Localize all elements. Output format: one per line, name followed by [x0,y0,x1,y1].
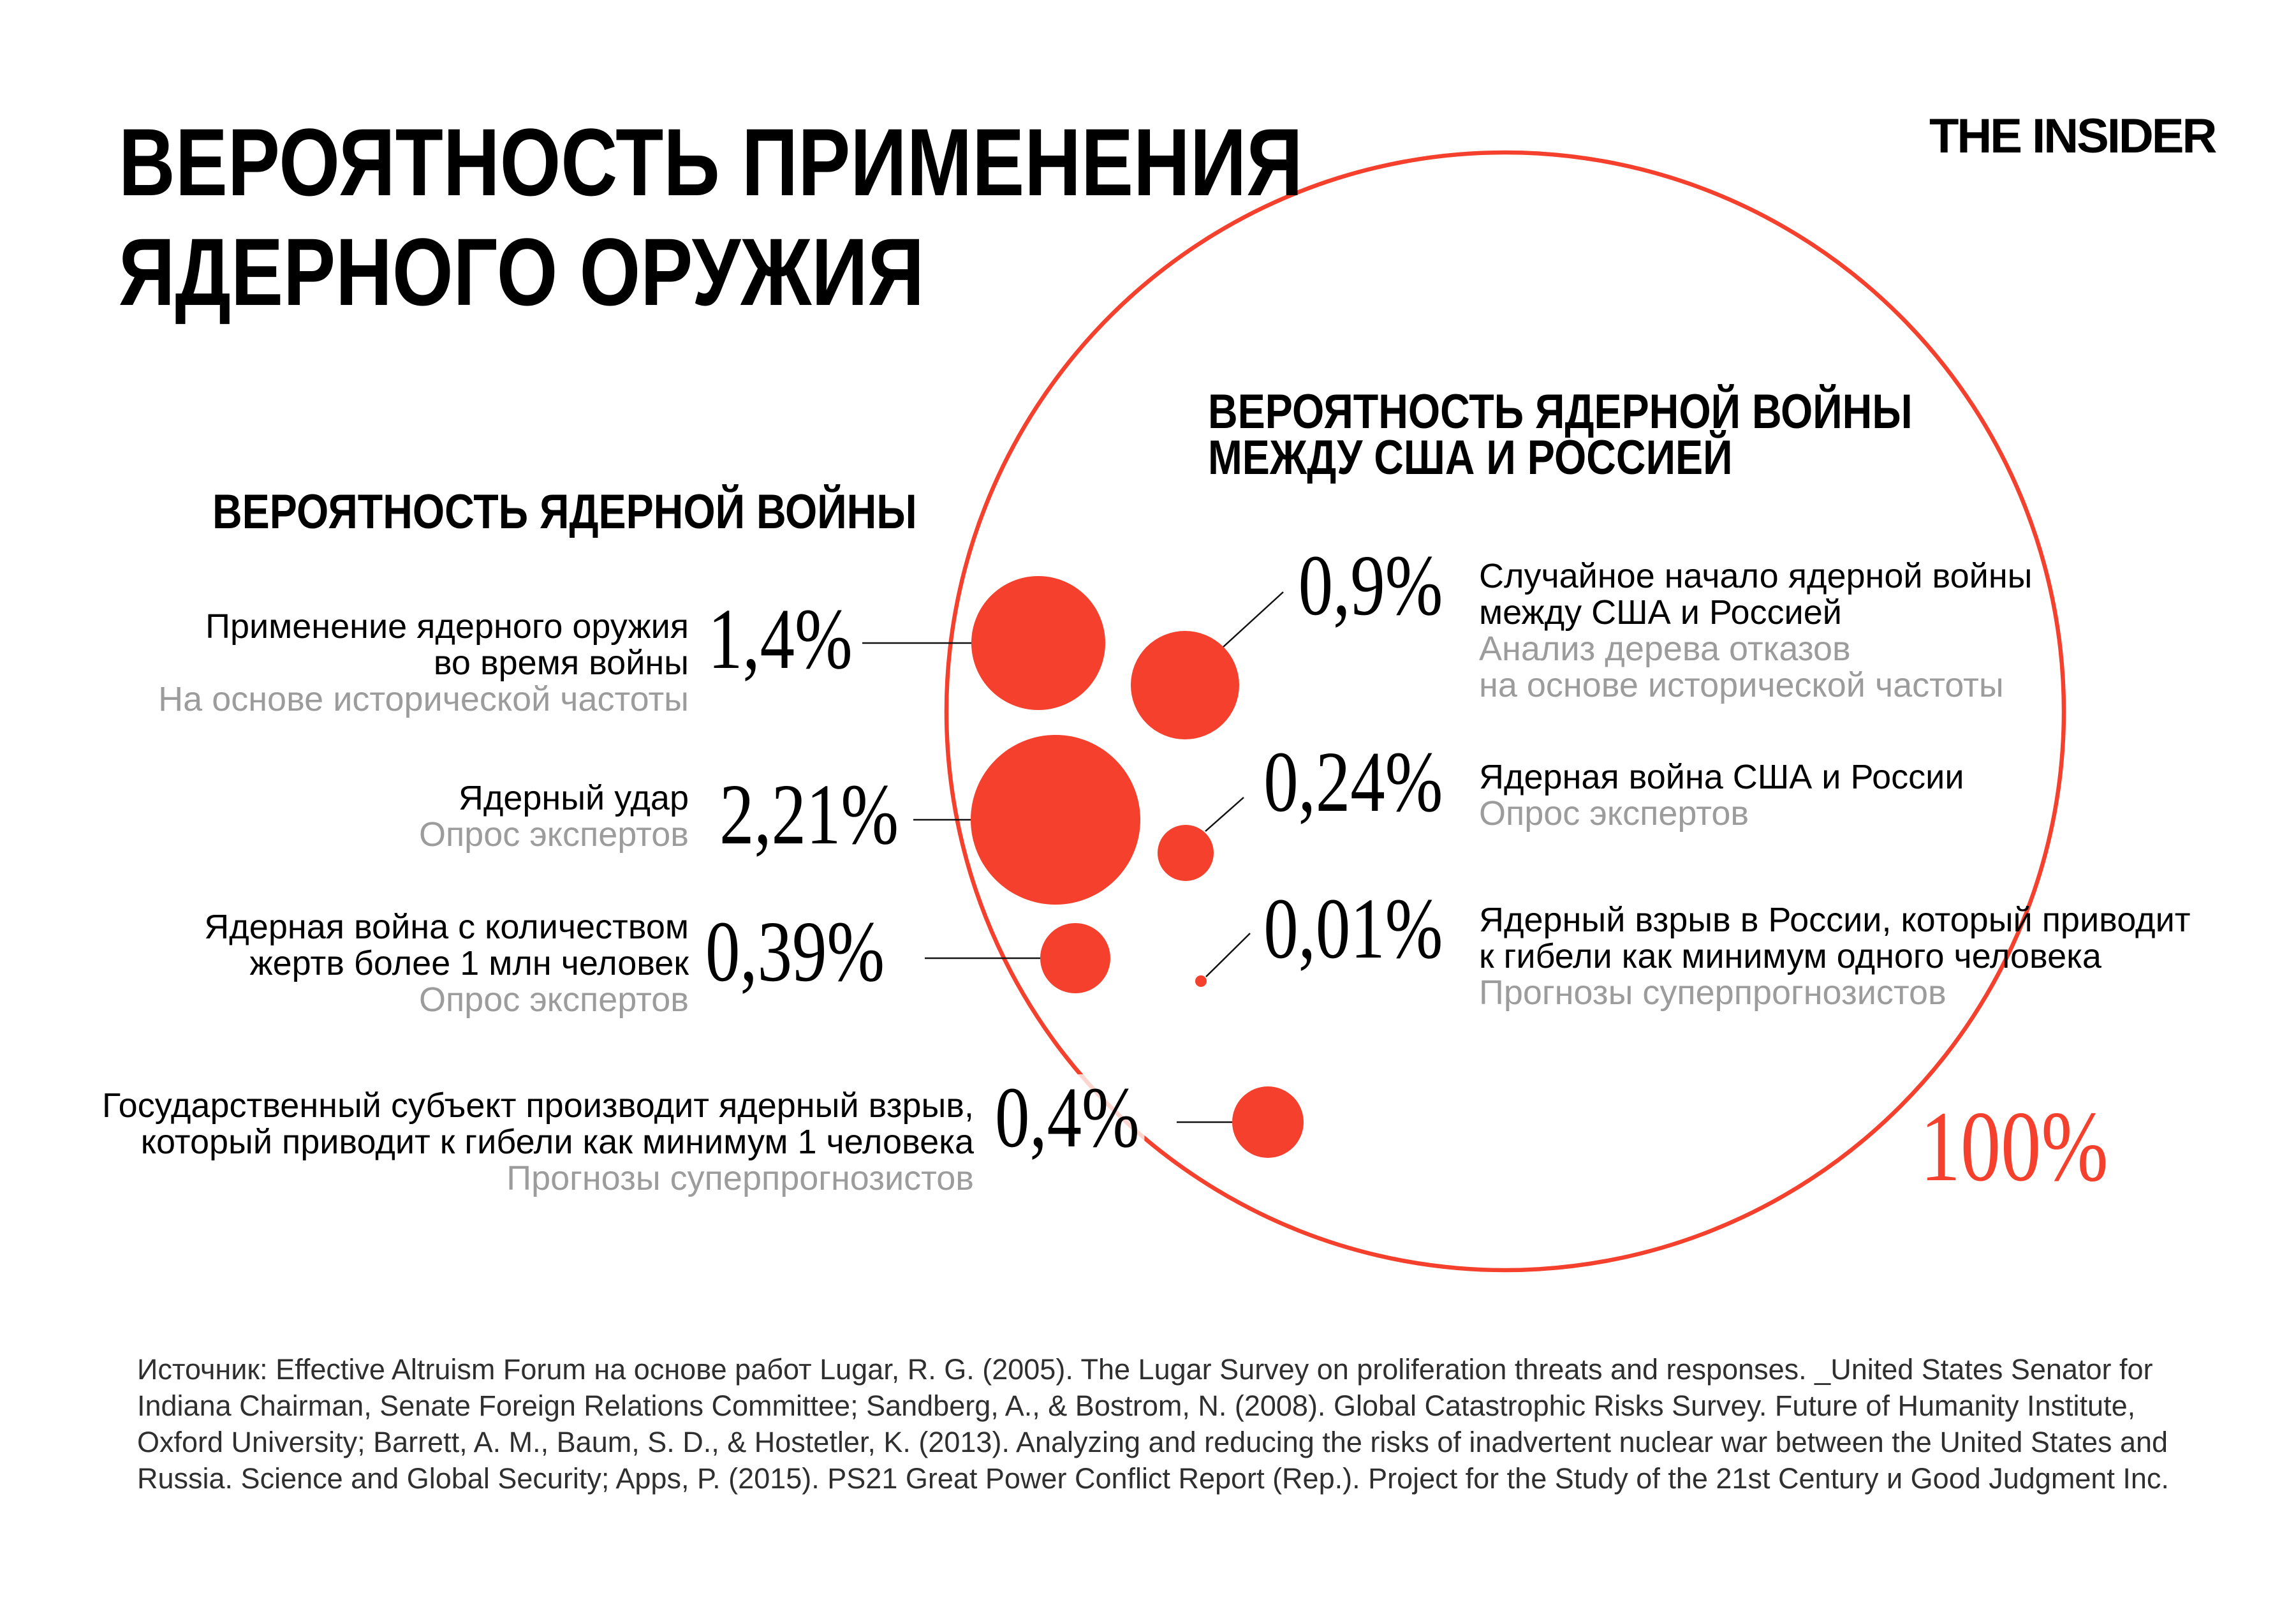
bubble-0-24pct [1158,825,1214,881]
right-item-1-label: Случайное начало ядерной войны между США… [1479,558,2181,704]
left-item-4-method: Прогнозы суперпрогнозистов [506,1159,974,1197]
left-item-1-label: Применение ядерного оружия во время войн… [115,609,689,718]
left-item-2-value: 2,21% [719,767,899,863]
right-item-3-line2: к гибели как минимум одного человека [1479,937,2101,975]
right-section-header-line2: МЕЖДУ США И РОССИЕЙ [1208,431,1733,485]
leader-line-0-9pct [1223,591,1284,648]
left-item-1-line1: Применение ядерного оружия [205,607,689,646]
left-item-4-line1: Государственный субъект производит ядерн… [102,1086,974,1125]
right-item-2-method: Опрос экспертов [1479,794,1749,833]
right-section-header-line1: ВЕРОЯТНОСТЬ ЯДЕРНОЙ ВОЙНЫ [1208,385,1913,439]
leader-line-0-24pct [1205,797,1244,832]
bubble-0-4pct [1232,1086,1304,1158]
page-title-line1: ВЕРОЯТНОСТЬ ПРИМЕНЕНИЯ [119,108,1303,216]
left-item-4-value: 0,4% [990,1074,1145,1161]
left-item-3-line2: жертв более 1 млн человек [249,944,689,982]
right-item-2-label: Ядерная война США и России Опрос эксперт… [1479,759,2181,832]
total-100pct-label: 100% [1920,1091,2108,1203]
left-item-1-value: 1,4% [708,591,853,687]
left-item-4-line2: который приводит к гибели как минимум 1 … [140,1123,974,1161]
bubble-2-21pct [971,735,1140,905]
right-item-1-method1: Анализ дерева отказов [1479,630,1851,668]
right-item-3-method: Прогнозы суперпрогнозистов [1479,974,1946,1012]
left-item-1-line2: во время войны [433,644,689,682]
left-item-2-method: Опрос экспертов [418,815,689,854]
left-item-3-method: Опрос экспертов [418,981,689,1019]
left-item-3-line1: Ядерная война с количеством [204,908,689,946]
bubble-0-39pct [1040,923,1110,993]
right-item-2-value: 0,24% [1263,734,1443,830]
left-item-4-label: Государственный субъект производит ядерн… [81,1088,974,1197]
left-item-3-label: Ядерная война с количеством жертв более … [115,909,689,1018]
bubble-0-01pct [1195,975,1207,987]
left-item-3-value: 0,39% [705,904,885,1000]
leader-line-0-01pct [1205,933,1251,977]
right-item-1-line2: между США и Россией [1479,593,1842,632]
bubble-0-9pct [1131,631,1239,739]
right-item-3-label: Ядерный взрыв в России, который приводит… [1479,902,2212,1011]
bubble-1-4pct [971,576,1105,710]
right-item-3-line1: Ядерный взрыв в России, который приводит [1479,901,2191,939]
total-100pct-circle [944,150,2066,1273]
left-section-header: ВЕРОЯТНОСТЬ ЯДЕРНОЙ ВОЙНЫ [212,485,917,539]
source-credit: Источник: Effective Altruism Forum на ос… [137,1353,2169,1495]
right-item-1-value: 0,9% [1298,538,1443,633]
left-item-1-method: На основе исторической частоты [158,680,689,718]
left-item-2-line1: Ядерный удар [458,779,689,817]
page-title-line2: ЯДЕРНОГО ОРУЖИЯ [119,218,925,325]
right-item-1-line1: Случайное начало ядерной войны [1479,557,2033,595]
left-item-2-label: Ядерный удар Опрос экспертов [115,780,689,853]
right-item-3-value: 0,01% [1263,881,1443,977]
right-item-2-line1: Ядерная война США и России [1479,758,1964,796]
right-item-1-method2: на основе исторической частоты [1479,666,2004,704]
brand-logo: THE INSIDER [1929,109,2217,163]
